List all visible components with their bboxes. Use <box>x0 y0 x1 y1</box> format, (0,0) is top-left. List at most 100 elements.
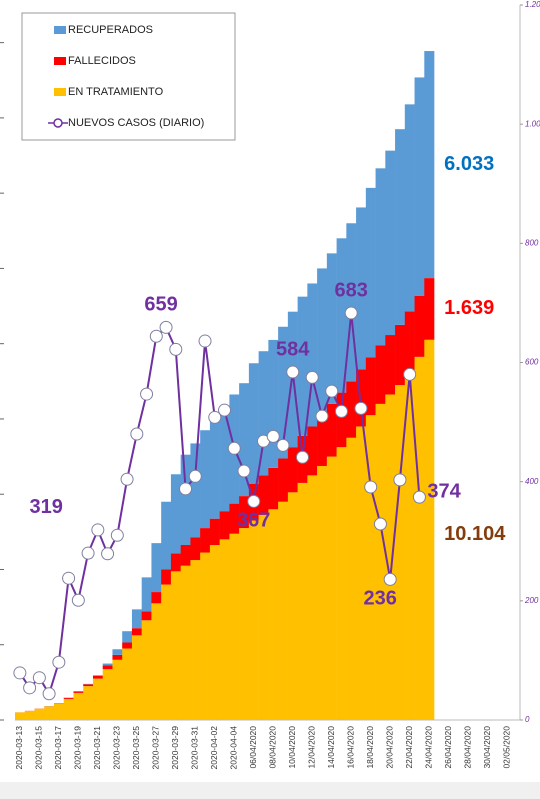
legend-swatch <box>54 26 66 34</box>
bar-segment <box>385 335 396 395</box>
bar-segment <box>278 326 289 459</box>
bar-segment <box>180 454 191 546</box>
bar-segment <box>356 369 367 427</box>
bar-segment <box>239 383 250 497</box>
value-label: 236 <box>363 588 396 610</box>
bar-segment <box>278 501 289 720</box>
x-tick-label: 2020-03-27 <box>151 726 161 770</box>
bar-segment <box>92 678 104 720</box>
bar-segment <box>297 482 308 720</box>
x-tick-label: 30/04/2020 <box>482 726 492 769</box>
line-point <box>149 329 163 343</box>
legend-swatch <box>54 57 66 65</box>
bar-segment <box>229 503 240 534</box>
y2-tick-label: 400 <box>525 477 539 486</box>
bar-segment <box>365 415 376 720</box>
line-point <box>354 401 368 415</box>
bar-segment <box>209 417 220 519</box>
bar-segment <box>161 584 172 720</box>
bar-segment <box>92 675 104 676</box>
x-tick-label: 22/04/2020 <box>404 726 414 769</box>
bar-segment <box>287 492 298 720</box>
bar-segment <box>414 356 425 720</box>
line-point <box>412 490 426 504</box>
bar-segment <box>112 654 123 660</box>
bar-segment <box>404 104 415 312</box>
line-point <box>344 306 358 320</box>
line-point <box>208 410 222 424</box>
x-tick-label: 02/05/2020 <box>501 726 511 769</box>
line-point <box>140 387 154 401</box>
line-point <box>81 546 95 560</box>
line-point <box>227 441 241 455</box>
line-point <box>403 367 417 381</box>
bar-segment <box>44 706 55 720</box>
value-label: 6.033 <box>444 153 494 175</box>
x-tick-label: 2020-04-02 <box>209 726 219 770</box>
line-point <box>364 480 378 494</box>
bar-segment <box>336 238 347 393</box>
bar-segment <box>102 665 113 670</box>
bar-segment <box>209 518 220 546</box>
bar-segment <box>307 475 318 720</box>
x-tick-label: 2020-03-13 <box>14 726 24 770</box>
bar-segment <box>326 403 337 457</box>
line-point <box>62 571 76 585</box>
line-point <box>295 450 309 464</box>
bar-segment <box>122 631 133 643</box>
value-label: 659 <box>144 294 177 316</box>
line-point <box>159 320 173 334</box>
legend-label: FALLECIDOS <box>68 55 136 67</box>
line-point <box>130 427 144 441</box>
bar-segment <box>151 592 162 604</box>
x-tick-label: 08/04/2020 <box>267 726 277 769</box>
line-point <box>179 482 193 496</box>
bar-segment <box>141 611 152 621</box>
line-point <box>315 409 329 423</box>
line-point <box>218 403 232 417</box>
bar-segment <box>404 311 415 372</box>
line-point <box>373 517 387 531</box>
bar-segment <box>424 278 435 340</box>
bar-segment <box>83 686 94 720</box>
x-tick-label: 2020-03-25 <box>131 726 141 770</box>
bar-segment <box>336 447 347 720</box>
bar-segment <box>248 520 259 720</box>
value-label: 10.104 <box>444 523 506 545</box>
bar-segment <box>258 351 269 476</box>
bar-segment <box>229 533 240 720</box>
value-label: 319 <box>29 496 62 518</box>
line-point <box>42 687 56 701</box>
line-point <box>71 593 85 607</box>
line-point <box>198 334 212 348</box>
bar-segment <box>268 509 279 720</box>
bar-segment <box>219 539 230 720</box>
legend-swatch <box>53 118 63 128</box>
x-tick-label: 2020-03-21 <box>92 726 102 770</box>
bar-segment <box>170 553 181 572</box>
bar-segment <box>258 475 269 515</box>
bar-segment <box>151 543 162 593</box>
bar-segment <box>346 437 357 720</box>
x-tick-label: 2020-03-29 <box>170 726 180 770</box>
bar-segment <box>336 392 347 448</box>
line-point <box>188 469 202 483</box>
bar-segment <box>317 465 328 720</box>
bar-segment <box>161 501 172 570</box>
x-tick-label: 2020-03-23 <box>112 726 122 770</box>
line-point <box>23 681 37 695</box>
value-label: 683 <box>335 279 368 301</box>
bar-segment <box>356 207 367 370</box>
footer-band <box>0 782 540 799</box>
bar-segment <box>414 77 425 296</box>
bar-segment <box>258 514 269 720</box>
x-tick-label: 2020-03-19 <box>73 726 83 770</box>
x-tick-label: 06/04/2020 <box>248 726 258 769</box>
bar-segment <box>375 403 386 720</box>
line-point <box>393 473 407 487</box>
bar-segment <box>122 648 133 720</box>
bar-segment <box>268 339 279 468</box>
x-tick-label: 12/04/2020 <box>306 726 316 769</box>
bar-segment <box>307 283 318 427</box>
line-point <box>383 572 397 586</box>
